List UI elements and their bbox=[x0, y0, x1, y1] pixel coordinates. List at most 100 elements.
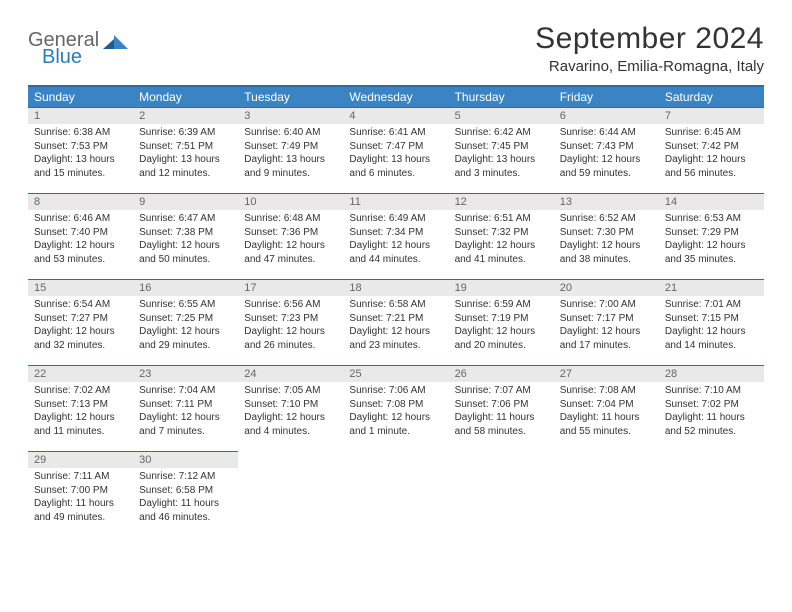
sunrise-text: Sunrise: 6:59 AM bbox=[455, 298, 548, 312]
day-details: Sunrise: 6:52 AMSunset: 7:30 PMDaylight:… bbox=[554, 210, 659, 272]
daylight-text: Daylight: 12 hours and 29 minutes. bbox=[139, 325, 232, 352]
day-cell: 17Sunrise: 6:56 AMSunset: 7:23 PMDayligh… bbox=[238, 279, 343, 365]
sunrise-text: Sunrise: 6:52 AM bbox=[560, 212, 653, 226]
day-details: Sunrise: 6:45 AMSunset: 7:42 PMDaylight:… bbox=[659, 124, 764, 186]
day-number: 18 bbox=[343, 280, 448, 296]
calendar-week-row: 8Sunrise: 6:46 AMSunset: 7:40 PMDaylight… bbox=[28, 193, 764, 279]
sunset-text: Sunset: 6:58 PM bbox=[139, 484, 232, 498]
day-cell: 6Sunrise: 6:44 AMSunset: 7:43 PMDaylight… bbox=[554, 107, 659, 193]
sunset-text: Sunset: 7:45 PM bbox=[455, 140, 548, 154]
sunrise-text: Sunrise: 6:58 AM bbox=[349, 298, 442, 312]
logo-triangles-icon bbox=[103, 33, 131, 60]
location-subtitle: Ravarino, Emilia-Romagna, Italy bbox=[535, 58, 764, 75]
day-cell: 16Sunrise: 6:55 AMSunset: 7:25 PMDayligh… bbox=[133, 279, 238, 365]
day-details: Sunrise: 6:53 AMSunset: 7:29 PMDaylight:… bbox=[659, 210, 764, 272]
day-number: 7 bbox=[659, 108, 764, 124]
calendar-cell: 9Sunrise: 6:47 AMSunset: 7:38 PMDaylight… bbox=[133, 193, 238, 279]
day-number: 24 bbox=[238, 366, 343, 382]
sunrise-text: Sunrise: 6:56 AM bbox=[244, 298, 337, 312]
sunset-text: Sunset: 7:15 PM bbox=[665, 312, 758, 326]
daylight-text: Daylight: 13 hours and 9 minutes. bbox=[244, 153, 337, 180]
sunset-text: Sunset: 7:19 PM bbox=[455, 312, 548, 326]
day-details: Sunrise: 6:56 AMSunset: 7:23 PMDaylight:… bbox=[238, 296, 343, 358]
calendar-cell: 4Sunrise: 6:41 AMSunset: 7:47 PMDaylight… bbox=[343, 107, 448, 193]
sunset-text: Sunset: 7:43 PM bbox=[560, 140, 653, 154]
calendar-cell: 5Sunrise: 6:42 AMSunset: 7:45 PMDaylight… bbox=[449, 107, 554, 193]
day-number: 20 bbox=[554, 280, 659, 296]
day-number: 15 bbox=[28, 280, 133, 296]
calendar-cell: 26Sunrise: 7:07 AMSunset: 7:06 PMDayligh… bbox=[449, 365, 554, 451]
weekday-header: Monday bbox=[133, 86, 238, 107]
daylight-text: Daylight: 11 hours and 55 minutes. bbox=[560, 411, 653, 438]
day-number: 17 bbox=[238, 280, 343, 296]
day-cell: 28Sunrise: 7:10 AMSunset: 7:02 PMDayligh… bbox=[659, 365, 764, 451]
sunrise-text: Sunrise: 7:02 AM bbox=[34, 384, 127, 398]
sunset-text: Sunset: 7:47 PM bbox=[349, 140, 442, 154]
day-details: Sunrise: 7:10 AMSunset: 7:02 PMDaylight:… bbox=[659, 382, 764, 444]
day-number: 14 bbox=[659, 194, 764, 210]
day-details: Sunrise: 7:01 AMSunset: 7:15 PMDaylight:… bbox=[659, 296, 764, 358]
sunrise-text: Sunrise: 6:54 AM bbox=[34, 298, 127, 312]
sunrise-text: Sunrise: 7:12 AM bbox=[139, 470, 232, 484]
sunrise-text: Sunrise: 6:55 AM bbox=[139, 298, 232, 312]
day-details: Sunrise: 7:02 AMSunset: 7:13 PMDaylight:… bbox=[28, 382, 133, 444]
sunrise-text: Sunrise: 6:38 AM bbox=[34, 126, 127, 140]
sunset-text: Sunset: 7:13 PM bbox=[34, 398, 127, 412]
sunset-text: Sunset: 7:53 PM bbox=[34, 140, 127, 154]
day-number: 1 bbox=[28, 108, 133, 124]
sunrise-text: Sunrise: 7:11 AM bbox=[34, 470, 127, 484]
day-cell: 14Sunrise: 6:53 AMSunset: 7:29 PMDayligh… bbox=[659, 193, 764, 279]
calendar-cell: 13Sunrise: 6:52 AMSunset: 7:30 PMDayligh… bbox=[554, 193, 659, 279]
calendar-cell: 11Sunrise: 6:49 AMSunset: 7:34 PMDayligh… bbox=[343, 193, 448, 279]
weekday-header: Wednesday bbox=[343, 86, 448, 107]
day-number: 22 bbox=[28, 366, 133, 382]
day-number: 5 bbox=[449, 108, 554, 124]
daylight-text: Daylight: 13 hours and 12 minutes. bbox=[139, 153, 232, 180]
sunrise-text: Sunrise: 6:40 AM bbox=[244, 126, 337, 140]
sunset-text: Sunset: 7:38 PM bbox=[139, 226, 232, 240]
day-details: Sunrise: 6:42 AMSunset: 7:45 PMDaylight:… bbox=[449, 124, 554, 186]
daylight-text: Daylight: 13 hours and 6 minutes. bbox=[349, 153, 442, 180]
calendar-cell: 25Sunrise: 7:06 AMSunset: 7:08 PMDayligh… bbox=[343, 365, 448, 451]
day-cell: 30Sunrise: 7:12 AMSunset: 6:58 PMDayligh… bbox=[133, 451, 238, 537]
calendar-cell: 14Sunrise: 6:53 AMSunset: 7:29 PMDayligh… bbox=[659, 193, 764, 279]
day-cell: 21Sunrise: 7:01 AMSunset: 7:15 PMDayligh… bbox=[659, 279, 764, 365]
day-number: 13 bbox=[554, 194, 659, 210]
calendar-cell: 15Sunrise: 6:54 AMSunset: 7:27 PMDayligh… bbox=[28, 279, 133, 365]
calendar-cell: 16Sunrise: 6:55 AMSunset: 7:25 PMDayligh… bbox=[133, 279, 238, 365]
day-cell: 12Sunrise: 6:51 AMSunset: 7:32 PMDayligh… bbox=[449, 193, 554, 279]
logo-word-2: Blue bbox=[42, 47, 99, 67]
daylight-text: Daylight: 12 hours and 32 minutes. bbox=[34, 325, 127, 352]
calendar-cell: 6Sunrise: 6:44 AMSunset: 7:43 PMDaylight… bbox=[554, 107, 659, 193]
daylight-text: Daylight: 12 hours and 23 minutes. bbox=[349, 325, 442, 352]
sunrise-text: Sunrise: 6:44 AM bbox=[560, 126, 653, 140]
weekday-header: Tuesday bbox=[238, 86, 343, 107]
calendar-cell: 8Sunrise: 6:46 AMSunset: 7:40 PMDaylight… bbox=[28, 193, 133, 279]
calendar-week-row: 1Sunrise: 6:38 AMSunset: 7:53 PMDaylight… bbox=[28, 107, 764, 193]
sunrise-text: Sunrise: 7:01 AM bbox=[665, 298, 758, 312]
day-cell: 1 Sunrise: 6:38 AMSunset: 7:53 PMDaylight… bbox=[28, 107, 133, 193]
daylight-text: Daylight: 13 hours and 15 minutes. bbox=[34, 153, 127, 180]
brand-logo: General Blue bbox=[28, 30, 131, 67]
calendar-cell bbox=[554, 451, 659, 537]
day-cell: 2Sunrise: 6:39 AMSunset: 7:51 PMDaylight… bbox=[133, 107, 238, 193]
day-details: Sunrise: 7:11 AMSunset: 7:00 PMDaylight:… bbox=[28, 468, 133, 530]
sunrise-text: Sunrise: 6:42 AM bbox=[455, 126, 548, 140]
sunset-text: Sunset: 7:34 PM bbox=[349, 226, 442, 240]
sunset-text: Sunset: 7:00 PM bbox=[34, 484, 127, 498]
calendar-cell bbox=[659, 451, 764, 537]
sunrise-text: Sunrise: 7:08 AM bbox=[560, 384, 653, 398]
sunset-text: Sunset: 7:10 PM bbox=[244, 398, 337, 412]
day-number: 23 bbox=[133, 366, 238, 382]
day-details: Sunrise: 6:55 AMSunset: 7:25 PMDaylight:… bbox=[133, 296, 238, 358]
calendar-cell bbox=[343, 451, 448, 537]
calendar-cell: 28Sunrise: 7:10 AMSunset: 7:02 PMDayligh… bbox=[659, 365, 764, 451]
daylight-text: Daylight: 12 hours and 20 minutes. bbox=[455, 325, 548, 352]
sunset-text: Sunset: 7:04 PM bbox=[560, 398, 653, 412]
day-details: Sunrise: 7:00 AMSunset: 7:17 PMDaylight:… bbox=[554, 296, 659, 358]
daylight-text: Daylight: 11 hours and 52 minutes. bbox=[665, 411, 758, 438]
sunrise-text: Sunrise: 6:41 AM bbox=[349, 126, 442, 140]
sunset-text: Sunset: 7:08 PM bbox=[349, 398, 442, 412]
day-cell: 27Sunrise: 7:08 AMSunset: 7:04 PMDayligh… bbox=[554, 365, 659, 451]
month-title: September 2024 bbox=[535, 22, 764, 56]
